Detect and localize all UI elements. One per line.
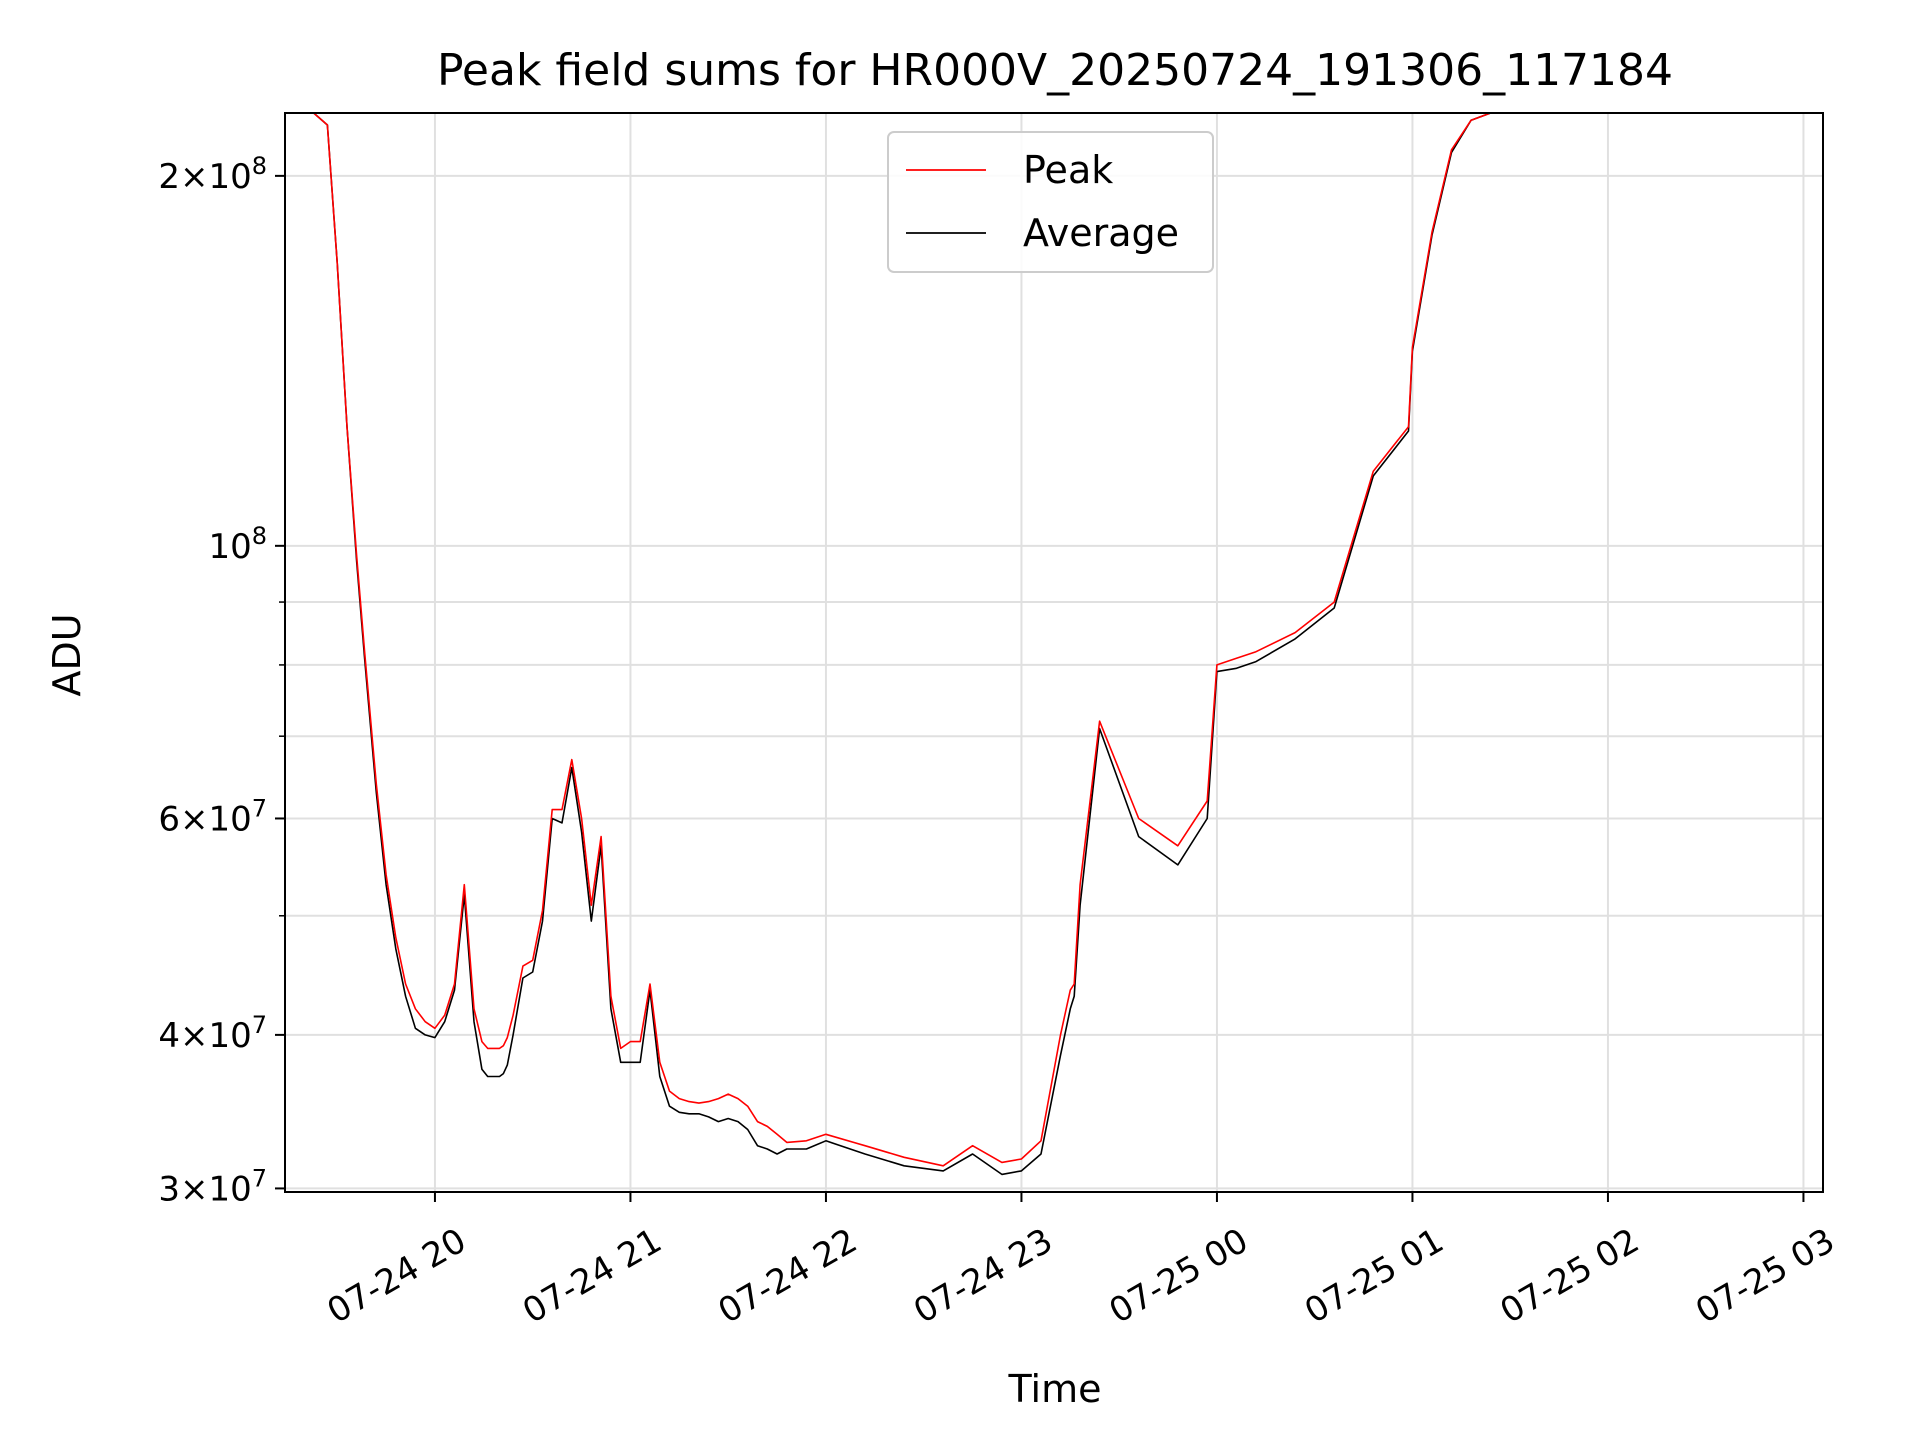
- plot-series: [285, 113, 1823, 1176]
- y-tick-label: 3×107: [158, 1164, 267, 1209]
- legend: Peak Average: [887, 131, 1214, 273]
- legend-label-average: Average: [1023, 211, 1179, 255]
- y-tick-label: 2×108: [158, 152, 267, 197]
- legend-label-peak: Peak: [1023, 148, 1113, 192]
- y-tick-label: 6×107: [158, 794, 267, 839]
- series-line-average: [285, 113, 1823, 1176]
- chart-title: Peak field sums for HR000V_20250724_1913…: [437, 45, 1673, 96]
- series-line-peak: [285, 113, 1823, 1167]
- y-tick-label: 4×107: [158, 1011, 267, 1056]
- y-tick-label: 108: [208, 522, 267, 567]
- x-axis-label: Time: [1008, 1367, 1102, 1411]
- y-axis-label: ADU: [45, 613, 89, 696]
- legend-box: [887, 131, 1214, 273]
- grid: [285, 113, 1823, 1192]
- plot-frame: [284, 112, 1824, 1193]
